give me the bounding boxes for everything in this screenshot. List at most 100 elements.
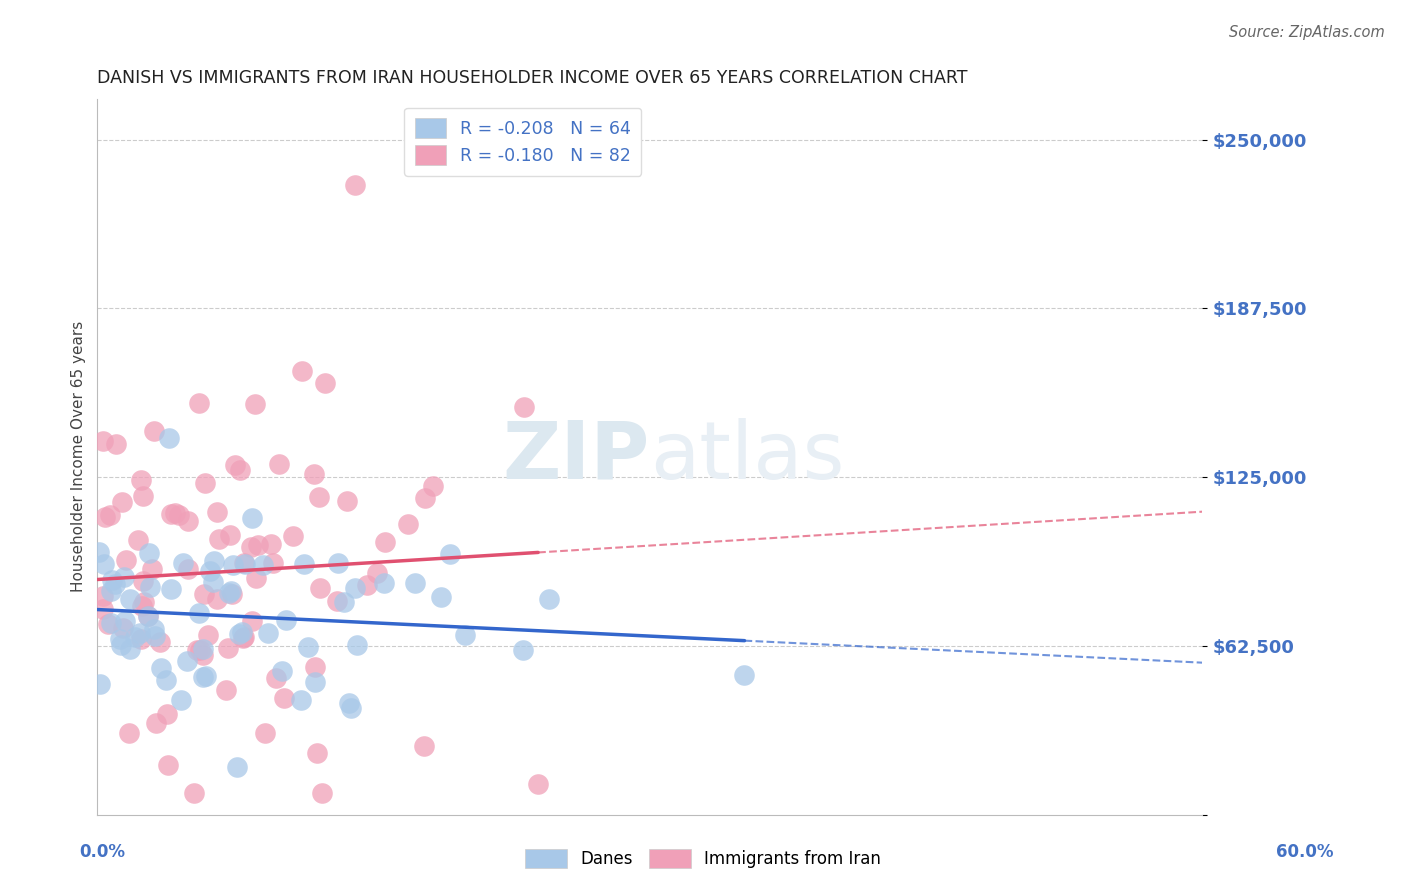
Point — [112, 570, 135, 584]
Point — [239, 540, 262, 554]
Point — [336, 493, 359, 508]
Point — [413, 491, 436, 505]
Point — [326, 594, 349, 608]
Point — [193, 586, 215, 600]
Point — [229, 463, 252, 477]
Point — [112, 621, 135, 635]
Point — [224, 458, 246, 473]
Point — [218, 528, 240, 542]
Point — [194, 476, 217, 491]
Point — [304, 660, 326, 674]
Point — [100, 583, 122, 598]
Point — [253, 726, 276, 740]
Point — [228, 627, 250, 641]
Point — [143, 622, 166, 636]
Point — [304, 674, 326, 689]
Point — [89, 677, 111, 691]
Point — [197, 627, 219, 641]
Point — [188, 606, 211, 620]
Point — [308, 581, 330, 595]
Point — [132, 489, 155, 503]
Point — [201, 574, 224, 589]
Point — [155, 673, 177, 687]
Point — [191, 642, 214, 657]
Point — [240, 615, 263, 629]
Point — [186, 643, 208, 657]
Point — [245, 397, 267, 411]
Point — [167, 508, 190, 522]
Point — [136, 609, 159, 624]
Point — [252, 558, 274, 573]
Point — [195, 668, 218, 682]
Point — [118, 592, 141, 607]
Point — [208, 532, 231, 546]
Text: 0.0%: 0.0% — [80, 843, 125, 861]
Point — [104, 577, 127, 591]
Point — [222, 558, 245, 573]
Point — [247, 538, 270, 552]
Point — [245, 571, 267, 585]
Point — [91, 602, 114, 616]
Point — [150, 661, 173, 675]
Point — [124, 631, 146, 645]
Point — [177, 514, 200, 528]
Point — [91, 590, 114, 604]
Point — [231, 624, 253, 639]
Point — [308, 490, 330, 504]
Point — [108, 632, 131, 647]
Point — [170, 693, 193, 707]
Point — [101, 573, 124, 587]
Point — [163, 506, 186, 520]
Point — [159, 582, 181, 596]
Point — [93, 509, 115, 524]
Point — [454, 628, 477, 642]
Point — [422, 478, 444, 492]
Point — [221, 587, 243, 601]
Point — [233, 631, 256, 645]
Point — [232, 631, 254, 645]
Point — [187, 396, 209, 410]
Point — [314, 376, 336, 391]
Point — [115, 553, 138, 567]
Point — [339, 696, 361, 710]
Text: DANISH VS IMMIGRANTS FROM IRAN HOUSEHOLDER INCOME OVER 65 YEARS CORRELATION CHAR: DANISH VS IMMIGRANTS FROM IRAN HOUSEHOLD… — [97, 69, 967, 87]
Point — [218, 585, 240, 599]
Point — [91, 434, 114, 448]
Point — [439, 547, 461, 561]
Point — [340, 701, 363, 715]
Point — [240, 511, 263, 525]
Point — [430, 590, 453, 604]
Point — [111, 495, 134, 509]
Point — [177, 562, 200, 576]
Point — [183, 786, 205, 800]
Point — [333, 595, 356, 609]
Point — [356, 578, 378, 592]
Point — [132, 574, 155, 588]
Point — [131, 473, 153, 487]
Point — [267, 457, 290, 471]
Point — [127, 533, 149, 547]
Point — [273, 691, 295, 706]
Point — [311, 786, 333, 800]
Point — [538, 592, 561, 607]
Point — [274, 613, 297, 627]
Point — [191, 648, 214, 662]
Point — [202, 554, 225, 568]
Point — [344, 581, 367, 595]
Point — [104, 437, 127, 451]
Point — [307, 746, 329, 760]
Point — [413, 739, 436, 753]
Point — [145, 629, 167, 643]
Point — [343, 178, 366, 193]
Point — [172, 556, 194, 570]
Point — [734, 668, 756, 682]
Point — [157, 431, 180, 445]
Text: 60.0%: 60.0% — [1277, 843, 1333, 861]
Point — [97, 617, 120, 632]
Point — [373, 576, 395, 591]
Point — [297, 640, 319, 654]
Y-axis label: Householder Income Over 65 years: Householder Income Over 65 years — [72, 321, 86, 592]
Point — [291, 364, 314, 378]
Point — [512, 643, 534, 657]
Point — [100, 615, 122, 630]
